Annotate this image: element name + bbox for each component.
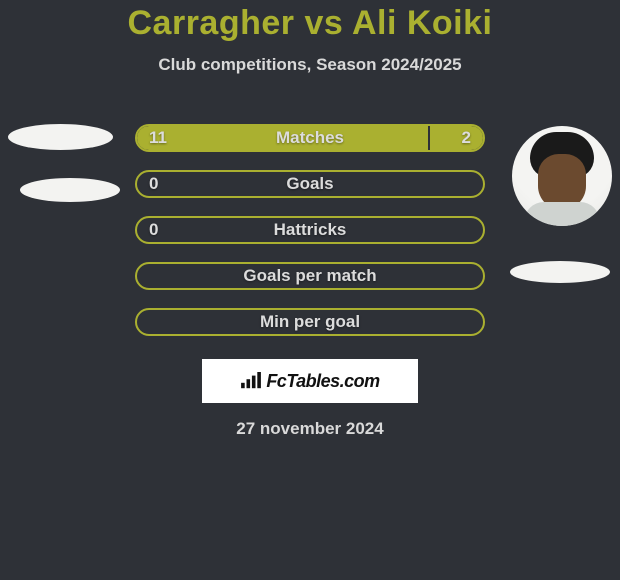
stat-row: Matches112 <box>0 115 620 161</box>
stat-rows: Matches112Goals0Hattricks0Goals per matc… <box>0 115 620 345</box>
stat-bar-track: Goals per match <box>135 262 485 290</box>
stat-bar-track: Goals0 <box>135 170 485 198</box>
date-label: 27 november 2024 <box>0 419 620 439</box>
logo-box: FcTables.com <box>202 359 418 403</box>
stat-row: Min per goal <box>0 299 620 345</box>
stat-label: Hattricks <box>137 218 483 242</box>
stat-value-left: 0 <box>149 172 158 196</box>
comparison-card: Carragher vs Ali Koiki Club competitions… <box>0 0 620 439</box>
stat-fill-right <box>430 126 483 150</box>
stat-row: Goals per match <box>0 253 620 299</box>
bar-chart-icon <box>240 372 262 390</box>
stat-label: Min per goal <box>137 310 483 334</box>
stat-label: Goals <box>137 172 483 196</box>
stat-row: Hattricks0 <box>0 207 620 253</box>
stat-bar-track: Matches112 <box>135 124 485 152</box>
stat-value-right: 2 <box>462 126 471 150</box>
stat-fill-left <box>137 126 430 150</box>
subtitle: Club competitions, Season 2024/2025 <box>0 55 620 75</box>
stat-label: Goals per match <box>137 264 483 288</box>
stat-row: Goals0 <box>0 161 620 207</box>
stat-bar-track: Hattricks0 <box>135 216 485 244</box>
logo-text: FcTables.com <box>266 371 379 392</box>
stat-bar-track: Min per goal <box>135 308 485 336</box>
stat-value-left: 0 <box>149 218 158 242</box>
page-title: Carragher vs Ali Koiki <box>0 4 620 43</box>
stat-value-left: 11 <box>149 126 167 150</box>
